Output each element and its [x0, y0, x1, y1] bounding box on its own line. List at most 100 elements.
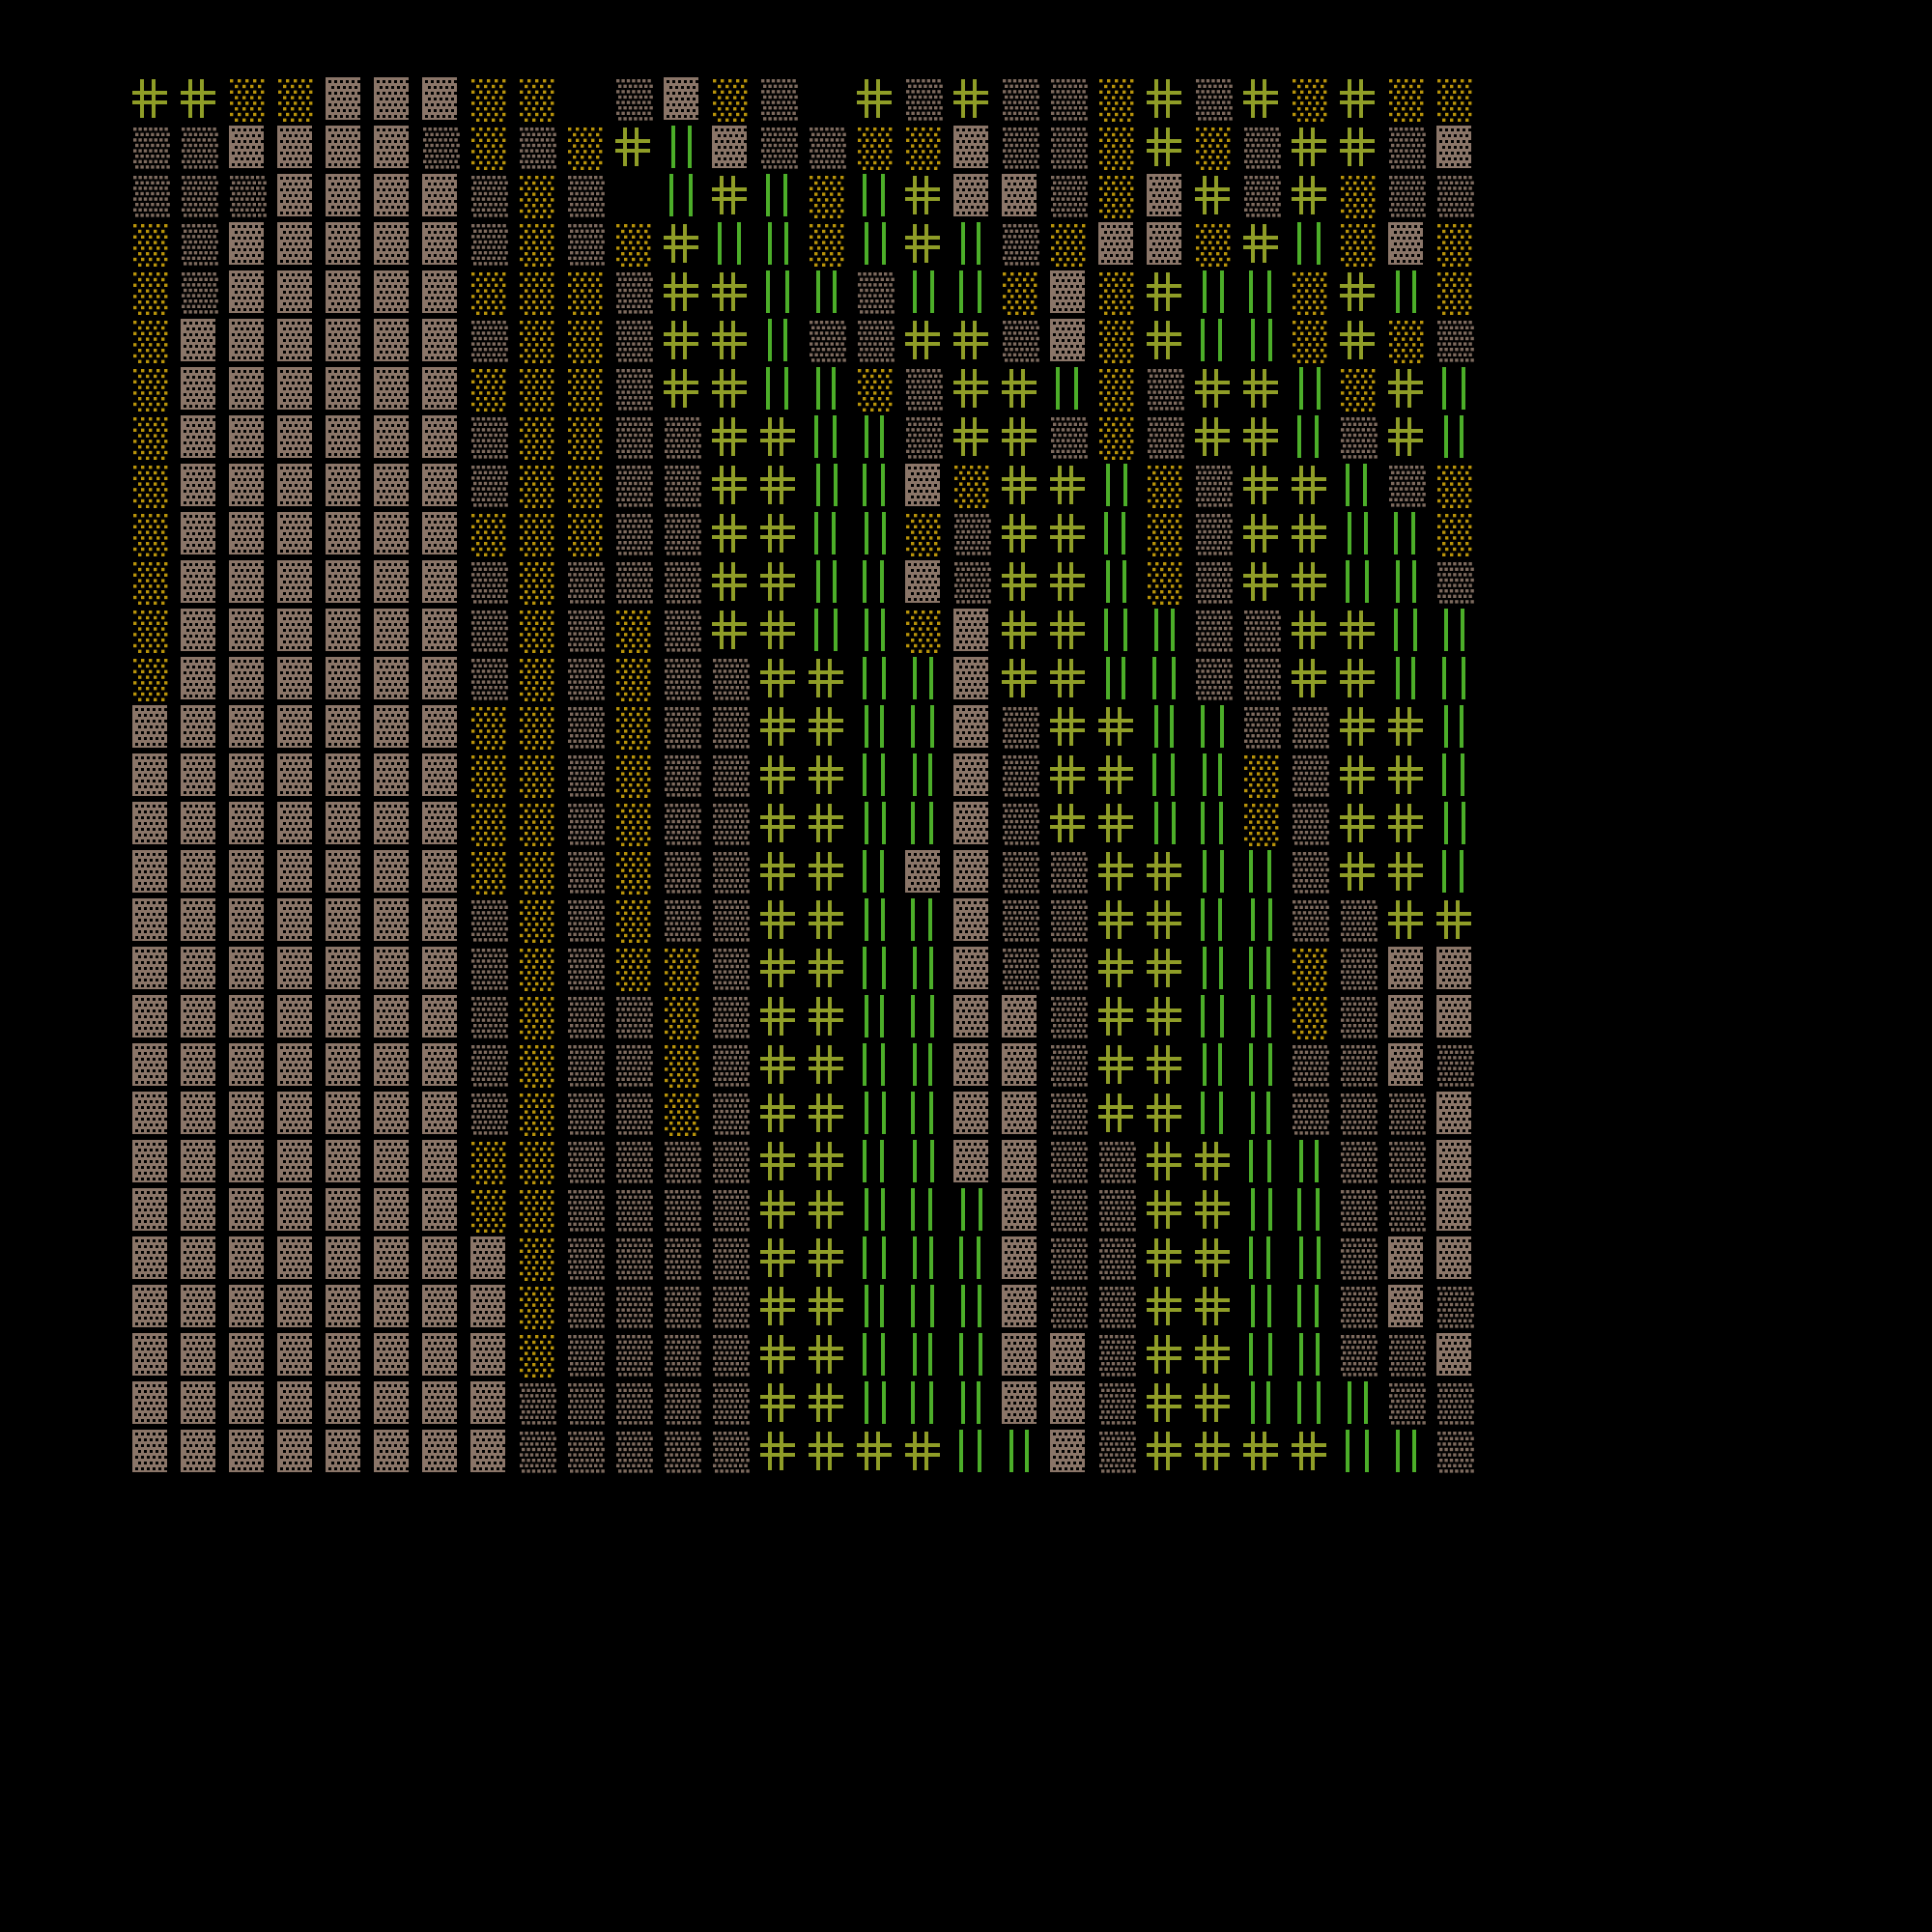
gold-sparse-dot-glyph: [1338, 172, 1378, 220]
brown-dot-glyph: [469, 607, 509, 655]
olive-cross-glyph: [179, 75, 219, 124]
brown-weave-glyph: [1000, 1331, 1040, 1379]
brown-weave-glyph: [227, 1186, 268, 1235]
brown-dot-glyph: [565, 607, 606, 655]
brown-dot-glyph: [1193, 558, 1234, 607]
gold-sparse-dot-glyph: [227, 75, 268, 124]
brown-weave-glyph: [952, 752, 992, 800]
brown-weave-glyph: [179, 558, 219, 607]
gold-sparse-dot-glyph: [517, 1041, 557, 1090]
brown-dot-glyph: [517, 1379, 557, 1428]
green-bars-glyph: [903, 945, 944, 993]
brown-dot-glyph: [1000, 75, 1040, 124]
green-bars-glyph: [1193, 993, 1234, 1041]
green-bars-glyph: [855, 945, 895, 993]
brown-dot-glyph: [565, 220, 606, 269]
gold-sparse-dot-glyph: [517, 655, 557, 703]
gold-sparse-dot-glyph: [517, 1235, 557, 1283]
gold-sparse-dot-glyph: [1096, 172, 1137, 220]
brown-dot-glyph: [565, 1428, 606, 1476]
gold-sparse-dot-glyph: [517, 462, 557, 510]
green-bars-glyph: [1435, 848, 1475, 896]
gold-sparse-dot-glyph: [565, 413, 606, 462]
gold-sparse-dot-glyph: [275, 75, 316, 124]
brown-weave-glyph: [372, 220, 412, 269]
brown-weave-glyph: [952, 945, 992, 993]
brown-dot-glyph: [469, 558, 509, 607]
gold-sparse-dot-glyph: [565, 124, 606, 172]
brown-weave-glyph: [227, 1041, 268, 1090]
brown-dot-glyph: [1048, 172, 1089, 220]
olive-cross-glyph: [1338, 317, 1378, 365]
brown-weave-glyph: [130, 1138, 171, 1186]
olive-cross-glyph: [1193, 1138, 1234, 1186]
brown-dot-glyph: [565, 1138, 606, 1186]
brown-dot-glyph: [1386, 1331, 1427, 1379]
brown-weave-glyph: [372, 1041, 412, 1090]
brown-dot-glyph: [1435, 558, 1475, 607]
brown-dot-glyph: [1290, 1090, 1330, 1138]
gold-sparse-dot-glyph: [517, 848, 557, 896]
brown-weave-glyph: [1435, 993, 1475, 1041]
gold-sparse-dot-glyph: [517, 607, 557, 655]
brown-dot-glyph: [662, 1379, 702, 1428]
brown-weave-glyph: [227, 1428, 268, 1476]
brown-weave-glyph: [324, 752, 364, 800]
brown-dot-glyph: [517, 1428, 557, 1476]
brown-weave-glyph: [324, 75, 364, 124]
brown-weave-glyph: [227, 703, 268, 752]
brown-dot-glyph: [1096, 1331, 1137, 1379]
olive-cross-glyph: [662, 365, 702, 413]
olive-cross-glyph: [1048, 752, 1089, 800]
green-bars-glyph: [1241, 1041, 1282, 1090]
green-bars-glyph: [1290, 1331, 1330, 1379]
gold-sparse-dot-glyph: [1290, 75, 1330, 124]
olive-cross-glyph: [1193, 1235, 1234, 1283]
gold-sparse-dot-glyph: [1386, 317, 1427, 365]
brown-dot-glyph: [662, 558, 702, 607]
brown-dot-glyph: [613, 510, 654, 558]
brown-weave-glyph: [130, 703, 171, 752]
brown-dot-glyph: [662, 607, 702, 655]
brown-weave-glyph: [372, 945, 412, 993]
brown-weave-glyph: [130, 1283, 171, 1331]
gold-sparse-dot-glyph: [517, 945, 557, 993]
brown-weave-glyph: [469, 1235, 509, 1283]
green-bars-glyph: [855, 1090, 895, 1138]
brown-weave-glyph: [227, 1235, 268, 1283]
brown-weave-glyph: [324, 1235, 364, 1283]
olive-cross-glyph: [1145, 317, 1185, 365]
brown-dot-glyph: [613, 317, 654, 365]
green-bars-glyph: [1386, 1428, 1427, 1476]
gold-sparse-dot-glyph: [1435, 220, 1475, 269]
brown-weave-glyph: [1386, 1283, 1427, 1331]
olive-cross-glyph: [758, 1090, 799, 1138]
brown-weave-glyph: [275, 413, 316, 462]
brown-weave-glyph: [952, 896, 992, 945]
brown-weave-glyph: [324, 220, 364, 269]
brown-dot-glyph: [1386, 1138, 1427, 1186]
brown-dot-glyph: [1048, 1138, 1089, 1186]
brown-dot-glyph: [1435, 1041, 1475, 1090]
olive-cross-glyph: [1048, 800, 1089, 848]
green-bars-glyph: [1193, 1041, 1234, 1090]
brown-weave-glyph: [420, 1379, 461, 1428]
brown-dot-glyph: [710, 896, 751, 945]
brown-dot-glyph: [1241, 124, 1282, 172]
gold-sparse-dot-glyph: [613, 945, 654, 993]
gold-sparse-dot-glyph: [130, 269, 171, 317]
gold-sparse-dot-glyph: [613, 607, 654, 655]
brown-dot-glyph: [565, 703, 606, 752]
gold-sparse-dot-glyph: [517, 365, 557, 413]
olive-cross-glyph: [662, 220, 702, 269]
brown-weave-glyph: [324, 993, 364, 1041]
brown-weave-glyph: [420, 945, 461, 993]
brown-weave-glyph: [420, 800, 461, 848]
brown-weave-glyph: [1386, 1041, 1427, 1090]
olive-cross-glyph: [1290, 1428, 1330, 1476]
olive-cross-glyph: [807, 1186, 847, 1235]
brown-weave-glyph: [130, 896, 171, 945]
green-bars-glyph: [1193, 848, 1234, 896]
olive-cross-glyph: [807, 1283, 847, 1331]
gold-sparse-dot-glyph: [130, 510, 171, 558]
